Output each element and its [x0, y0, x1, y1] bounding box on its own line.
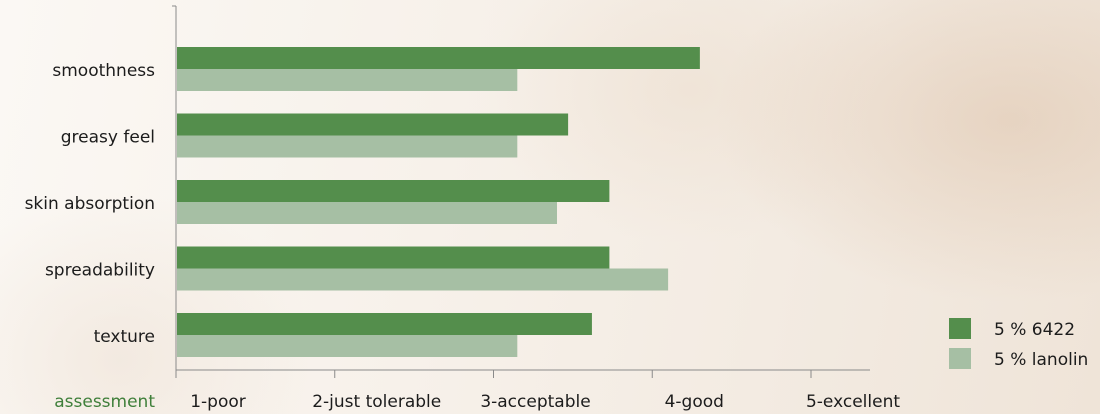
bar-series1: [177, 313, 592, 335]
category-label: texture: [94, 327, 155, 347]
x-tick-label: 5-excellent: [806, 392, 900, 412]
category-label: spreadability: [45, 261, 155, 281]
x-tick-label: 1-poor: [190, 392, 246, 412]
x-tick-label: 2-just tolerable: [312, 392, 441, 412]
bar-series2: [177, 202, 557, 224]
bar-series2: [177, 335, 518, 357]
x-tick-label: 3-acceptable: [480, 392, 590, 412]
legend-label: 5 % lanolin: [994, 350, 1088, 370]
category-axis-title: assessment: [54, 392, 155, 412]
category-label: greasy feel: [61, 128, 155, 148]
legend-swatch: [949, 318, 971, 339]
bar-series2: [177, 268, 669, 291]
bar-series1: [177, 47, 700, 69]
category-label: smoothness: [52, 61, 155, 81]
legend-label: 5 % 6422: [994, 320, 1075, 340]
x-tick-label: 4-good: [665, 392, 724, 412]
bar-series1: [177, 246, 610, 269]
legend-swatch: [949, 348, 971, 369]
category-label: skin absorption: [25, 194, 155, 214]
bar-series2: [177, 69, 518, 91]
bar-series2: [177, 135, 518, 158]
bar-series1: [177, 180, 610, 202]
bar-series1: [177, 113, 569, 136]
